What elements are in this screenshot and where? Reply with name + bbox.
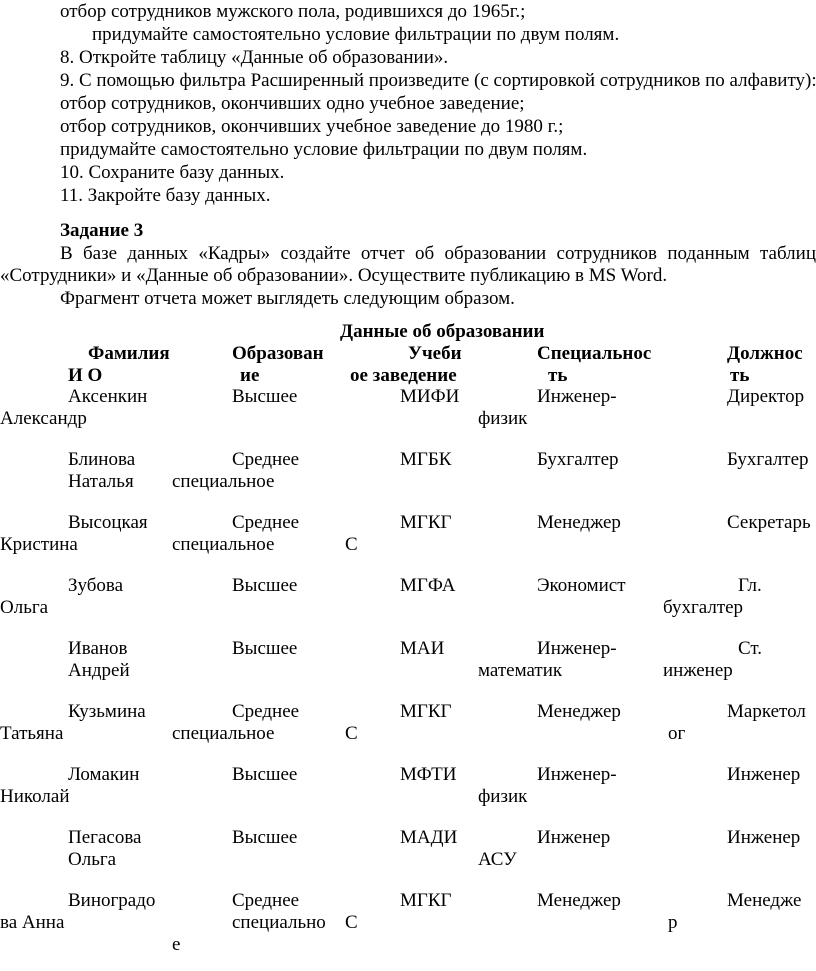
cell-name: Иванов	[68, 638, 128, 659]
instruction-line: отбор сотрудников, окончивших учебное за…	[60, 116, 564, 137]
cell-education: Высшее	[232, 386, 298, 407]
cell-name: Андрей	[68, 660, 130, 681]
cell-position: Менедже	[727, 890, 802, 911]
cell-education: специальное	[172, 723, 275, 744]
report-title: Данные об образовании	[340, 321, 545, 342]
cell-name: Ольга	[0, 597, 49, 618]
header-institution: Учеби	[408, 343, 462, 364]
cell-position: инженер	[663, 660, 733, 681]
instruction-line: придумайте самостоятельно условие фильтр…	[92, 24, 620, 45]
cell-position: Инженер	[727, 827, 801, 848]
cell-name: Александр	[0, 408, 87, 429]
instruction-line: 11. Закройте базу данных.	[60, 185, 271, 206]
cell-name: Ломакин	[68, 764, 140, 785]
cell-education: Высшее	[232, 764, 298, 785]
instruction-line: 10. Сохраните базу данных.	[60, 162, 285, 183]
cell-position: р	[668, 912, 678, 933]
task-paragraph-line: «Сотрудники» и «Данные об образовании». …	[0, 265, 668, 286]
header-specialty: Специальнос	[537, 343, 652, 364]
cell-institution: МАИ	[400, 638, 445, 659]
cell-position: Маркетол	[727, 701, 806, 722]
cell-position: бухгалтер	[663, 597, 744, 618]
cell-position: Инженер	[727, 764, 801, 785]
header-institution: ое заведение	[350, 365, 457, 386]
cell-institution: С	[345, 723, 358, 744]
cell-institution: МФТИ	[400, 764, 457, 785]
header-name: Фамилия	[88, 343, 170, 364]
cell-education: Среднее	[232, 701, 300, 722]
cell-specialty: АСУ	[478, 849, 517, 870]
cell-specialty: Экономист	[537, 575, 626, 596]
cell-specialty: Менеджер	[537, 701, 621, 722]
cell-position: Гл.	[738, 575, 762, 596]
cell-education: специально	[232, 912, 326, 933]
cell-specialty: Менеджер	[537, 512, 621, 533]
cell-name: Наталья	[68, 471, 134, 492]
header-education: ие	[240, 365, 260, 386]
cell-specialty: Инженер-	[537, 386, 617, 407]
instruction-line: 9. С помощью фильтра Расширенный произве…	[60, 70, 816, 91]
cell-specialty: Менеджер	[537, 890, 621, 911]
cell-specialty: математик	[478, 660, 563, 681]
cell-position: Секретарь	[727, 512, 811, 533]
cell-institution: МАДИ	[400, 827, 458, 848]
cell-institution: МГФА	[400, 575, 456, 596]
cell-name: Пегасова	[68, 827, 142, 848]
cell-specialty: Инженер-	[537, 764, 617, 785]
cell-position: Ст.	[738, 638, 763, 659]
cell-name: Виноградо	[68, 890, 156, 911]
header-position: ть	[730, 365, 750, 386]
task-paragraph-line: Фрагмент отчета может выглядеть следующи…	[60, 288, 515, 309]
cell-institution: МГКГ	[400, 890, 452, 911]
cell-institution: С	[345, 912, 358, 933]
header-name: И О	[68, 365, 103, 386]
cell-name: Зубова	[68, 575, 124, 596]
instruction-line: отбор сотрудников мужского пола, родивши…	[60, 1, 526, 22]
cell-name: Аксенкин	[68, 386, 148, 407]
cell-institution: МГБК	[400, 449, 452, 470]
cell-education: Высшее	[232, 827, 298, 848]
header-specialty: ть	[548, 365, 568, 386]
cell-name: ва Анна	[0, 912, 65, 933]
cell-name: Кузьмина	[68, 701, 146, 722]
task-paragraph-line: В базе данных «Кадры» создайте отчет об …	[60, 243, 816, 264]
instruction-line: придумайте самостоятельно условие фильтр…	[60, 139, 588, 160]
cell-education: Среднее	[232, 890, 300, 911]
cell-education: Среднее	[232, 512, 300, 533]
cell-institution: МГКГ	[400, 701, 452, 722]
cell-name: Ольга	[68, 849, 117, 870]
cell-institution: МГКГ	[400, 512, 452, 533]
cell-education: Среднее	[232, 449, 300, 470]
cell-specialty: Бухгалтер	[537, 449, 619, 470]
cell-name: Кристина	[0, 534, 78, 555]
cell-name: Татьяна	[0, 723, 64, 744]
cell-position: Директор	[727, 386, 805, 407]
cell-name: Высоцкая	[68, 512, 148, 533]
cell-education: Высшее	[232, 575, 298, 596]
cell-position: Бухгалтер	[727, 449, 809, 470]
instruction-line: отбор сотрудников, окончивших одно учебн…	[60, 93, 525, 114]
cell-name: Блинова	[68, 449, 136, 470]
cell-specialty: Инженер-	[537, 638, 617, 659]
cell-education: е	[172, 934, 181, 955]
cell-name: Николай	[0, 786, 70, 807]
instruction-line: 8. Откройте таблицу «Данные об образован…	[60, 47, 449, 68]
cell-specialty: Инженер	[537, 827, 611, 848]
cell-education: Высшее	[232, 638, 298, 659]
cell-position: ог	[668, 723, 686, 744]
header-education: Образован	[232, 343, 324, 364]
header-position: Должнос	[727, 343, 803, 364]
cell-institution: С	[345, 534, 358, 555]
cell-specialty: физик	[478, 408, 528, 429]
cell-institution: МИФИ	[400, 386, 460, 407]
task-heading: Задание 3	[60, 220, 144, 241]
cell-education: специальное	[172, 534, 275, 555]
cell-education: специальное	[172, 471, 275, 492]
cell-specialty: физик	[478, 786, 528, 807]
